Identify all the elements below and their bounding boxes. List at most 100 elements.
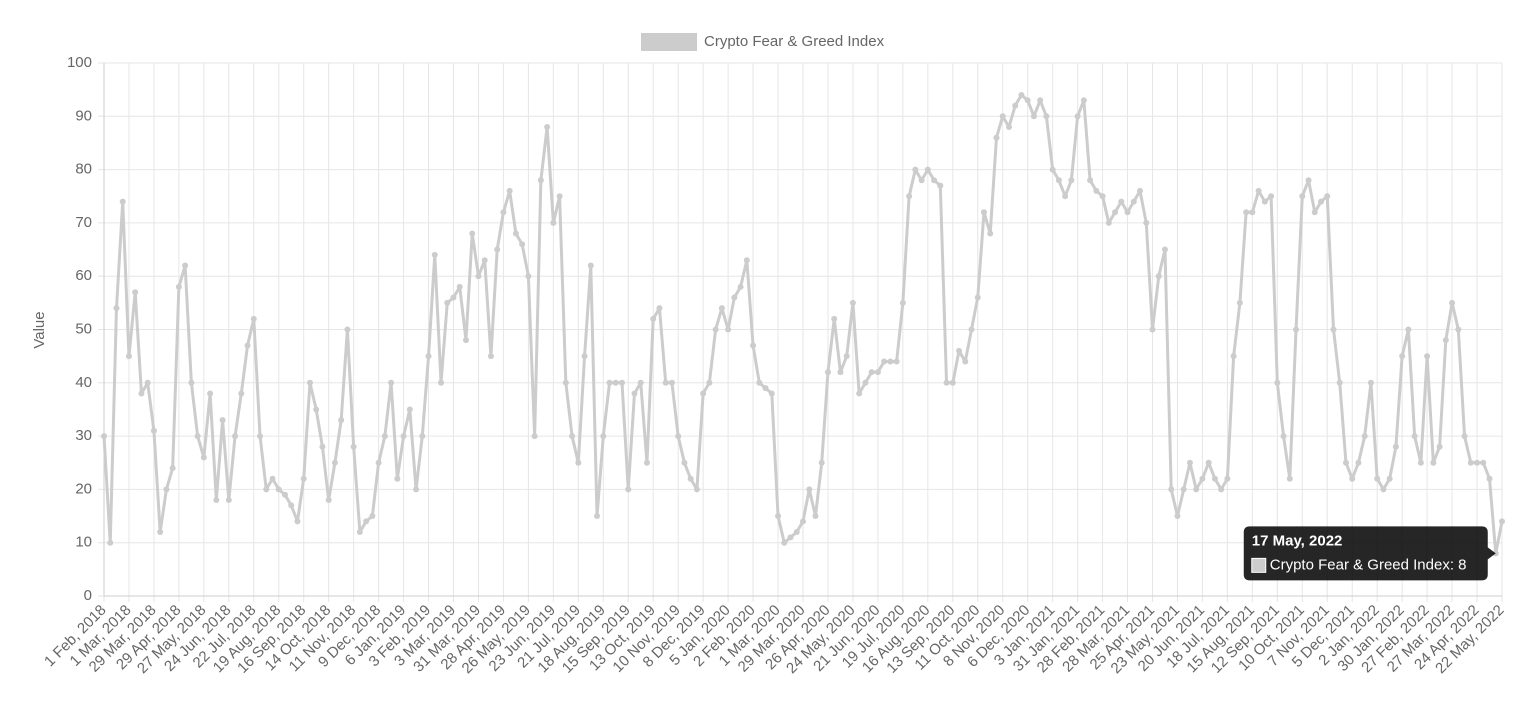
- data-point: [1211, 475, 1218, 482]
- data-point: [731, 294, 738, 301]
- data-point: [1161, 246, 1168, 253]
- data-point: [1336, 379, 1343, 386]
- data-point: [294, 518, 301, 525]
- data-point: [562, 379, 569, 386]
- data-point: [1367, 379, 1374, 386]
- data-point: [107, 539, 114, 546]
- data-point: [213, 497, 220, 504]
- data-point: [1449, 299, 1456, 306]
- y-tick-label: 70: [75, 214, 92, 231]
- data-point: [1193, 486, 1200, 493]
- data-point: [843, 353, 850, 360]
- data-point: [1037, 97, 1044, 104]
- legend-label[interactable]: Crypto Fear & Greed Index: [704, 33, 885, 50]
- data-point: [937, 182, 944, 189]
- data-point: [743, 257, 750, 264]
- data-point: [512, 230, 519, 237]
- data-point: [1068, 177, 1075, 184]
- data-point: [1155, 273, 1162, 280]
- data-point: [1143, 219, 1150, 226]
- data-point: [656, 305, 663, 312]
- data-point: [1430, 459, 1437, 466]
- data-point: [943, 379, 950, 386]
- data-point: [506, 187, 513, 194]
- data-point: [787, 534, 794, 541]
- data-point: [413, 486, 420, 493]
- data-point: [924, 166, 931, 173]
- data-point: [1230, 353, 1237, 360]
- data-point: [225, 497, 232, 504]
- data-point: [188, 379, 195, 386]
- data-point: [706, 379, 713, 386]
- data-point: [1062, 193, 1069, 200]
- data-point: [1099, 193, 1106, 200]
- data-point: [263, 486, 270, 493]
- data-point: [306, 379, 313, 386]
- data-point: [1124, 209, 1131, 216]
- data-point: [475, 273, 482, 280]
- data-point: [394, 475, 401, 482]
- data-point: [356, 529, 363, 536]
- data-point: [1436, 443, 1443, 450]
- data-point: [800, 518, 806, 525]
- data-point: [1024, 97, 1031, 104]
- y-tick-label: 50: [75, 320, 92, 337]
- data-point: [157, 529, 164, 536]
- data-point: [194, 433, 201, 440]
- data-point: [525, 273, 532, 280]
- data-point: [1424, 353, 1431, 360]
- data-point: [856, 390, 863, 397]
- data-point: [849, 299, 856, 306]
- data-point: [1112, 209, 1119, 216]
- data-point: [550, 219, 557, 226]
- data-point: [606, 379, 613, 386]
- data-point: [1467, 459, 1474, 466]
- tooltip-label: Crypto Fear & Greed Index: 8: [1270, 556, 1467, 573]
- data-point: [818, 459, 825, 466]
- data-point: [1149, 326, 1156, 333]
- data-point: [1293, 326, 1300, 333]
- data-point: [1249, 209, 1256, 216]
- data-point: [487, 353, 494, 360]
- data-point: [257, 433, 264, 440]
- data-point: [1311, 209, 1318, 216]
- data-point: [768, 390, 775, 397]
- data-point: [1499, 518, 1505, 525]
- data-point: [182, 262, 189, 269]
- data-point: [575, 459, 582, 466]
- data-point: [450, 294, 457, 301]
- data-point: [1093, 187, 1100, 194]
- data-point: [1049, 166, 1056, 173]
- data-point: [643, 459, 650, 466]
- data-point: [775, 513, 782, 520]
- data-point: [1080, 97, 1087, 104]
- data-point: [481, 257, 488, 264]
- data-point: [974, 294, 981, 301]
- data-point: [887, 358, 894, 365]
- data-point: [594, 513, 601, 520]
- data-point: [388, 379, 395, 386]
- data-point: [581, 353, 588, 360]
- y-tick-label: 100: [67, 54, 92, 71]
- data-point: [113, 305, 120, 312]
- data-point: [275, 486, 282, 493]
- data-point: [868, 369, 875, 376]
- data-point: [962, 358, 969, 365]
- data-point: [1130, 198, 1137, 205]
- data-point: [756, 379, 763, 386]
- data-point: [569, 433, 576, 440]
- data-point: [687, 475, 694, 482]
- data-point: [631, 390, 638, 397]
- data-point: [500, 209, 507, 216]
- data-point: [119, 198, 126, 205]
- data-point: [132, 289, 139, 296]
- data-point: [762, 385, 769, 392]
- data-point: [675, 433, 682, 440]
- data-point: [693, 486, 700, 493]
- data-point: [101, 433, 107, 440]
- data-point: [956, 347, 963, 354]
- data-point: [712, 326, 719, 333]
- data-point: [531, 433, 538, 440]
- legend-swatch[interactable]: [641, 33, 697, 51]
